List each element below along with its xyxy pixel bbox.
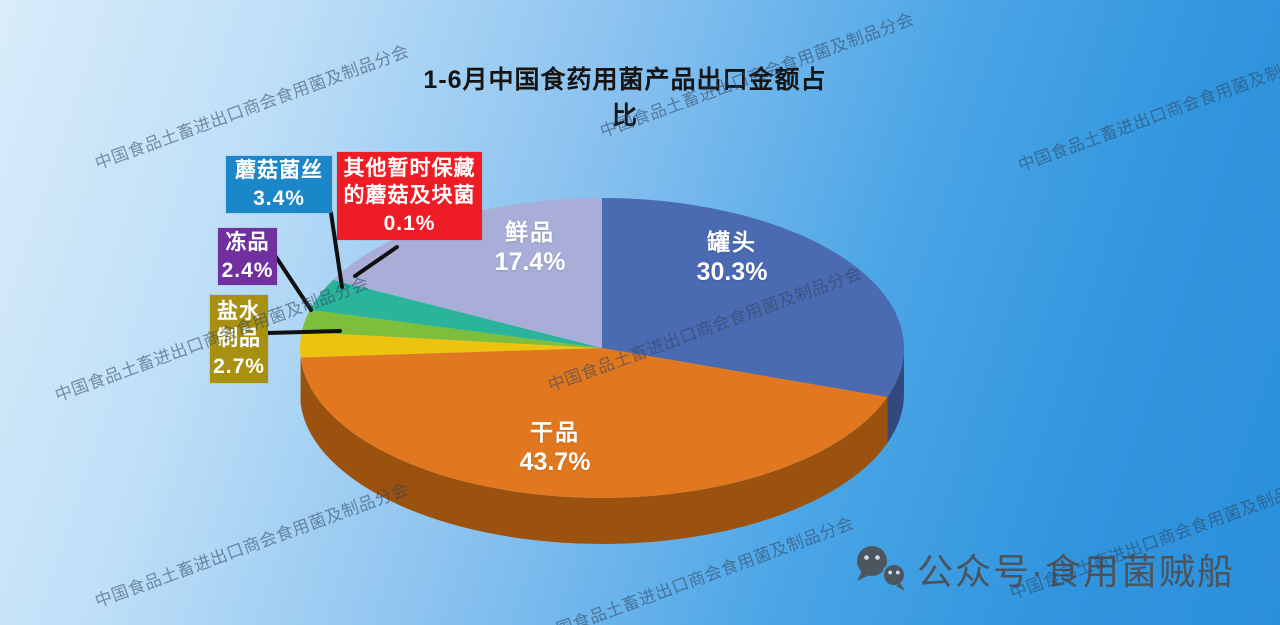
callout-other-value: 0.1% <box>383 211 436 235</box>
callout-frozen: 冻品 2.4% <box>218 228 277 285</box>
pie-label-canned: 罐头 30.3% <box>652 228 812 288</box>
leader-line-frozen <box>274 255 313 312</box>
pie-label-fresh-name: 鲜品 <box>505 219 555 245</box>
callout-other-label-1: 其他暂时保藏 <box>343 157 476 181</box>
callout-brine-label-1: 盐水 <box>217 300 261 324</box>
pie-label-dried-pct: 43.7% <box>519 447 591 476</box>
pie-slice-frozen <box>301 309 602 348</box>
footer-account-text: 公众号·食用菌贼船 <box>917 551 1235 592</box>
pie-slice-dried <box>300 348 888 498</box>
pie-label-canned-name: 罐头 <box>707 229 757 255</box>
callout-mycelium: 蘑菇菌丝 3.4% <box>226 156 332 213</box>
leader-line-other <box>353 245 399 278</box>
callout-frozen-label: 冻品 <box>225 231 270 255</box>
callout-other-preserved: 其他暂时保藏 的蘑菇及块菌 0.1% <box>337 152 482 240</box>
pie-slice-brine <box>299 332 602 358</box>
pie-label-dried: 干品 43.7% <box>490 418 620 478</box>
pie-label-fresh: 鲜品 17.4% <box>470 218 590 278</box>
pie-label-fresh-pct: 17.4% <box>494 247 566 276</box>
callout-mycelium-value: 3.4% <box>253 186 305 210</box>
pie-side-canned <box>887 348 904 443</box>
pie-slice-fresh <box>333 198 602 348</box>
pie-slice-mycelium <box>310 279 602 348</box>
callout-brine: 盐水 制品 2.7% <box>210 295 268 383</box>
pie-label-canned-pct: 30.3% <box>696 257 768 286</box>
callout-mycelium-label: 蘑菇菌丝 <box>235 159 323 183</box>
wechat-icon <box>857 546 906 591</box>
leader-lines <box>265 211 399 335</box>
page-title: 1-6月中国食药用菌产品出口金额占比 <box>423 66 827 130</box>
callout-brine-value: 2.7% <box>213 354 265 378</box>
callout-frozen-value: 2.4% <box>221 258 274 282</box>
footer-account: 公众号·食用菌贼船 <box>853 543 1235 595</box>
leader-line-mycelium <box>329 211 344 289</box>
callout-brine-label-2: 制品 <box>217 327 261 351</box>
pie-slice-canned <box>602 198 904 397</box>
pie-label-dried-name: 干品 <box>530 419 580 445</box>
leader-line-brine <box>265 329 342 335</box>
pie-side-dried <box>300 357 888 544</box>
callout-other-label-2: 的蘑菇及块菌 <box>343 184 476 208</box>
